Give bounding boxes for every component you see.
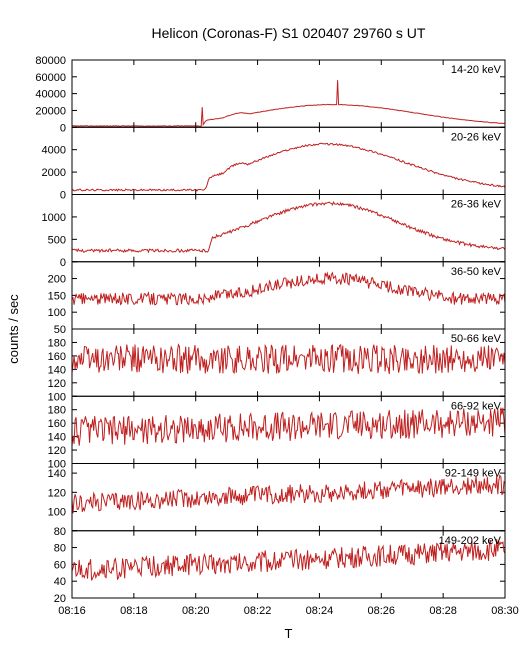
y-tick-label: 160 xyxy=(48,351,66,363)
y-tick-label: 120 xyxy=(48,445,66,457)
chart-title: Helicon (Coronas-F) S1 020407 29760 s UT xyxy=(152,25,426,41)
panel-label: 50-66 keV xyxy=(451,333,502,345)
y-tick-label: 0 xyxy=(60,190,66,202)
y-tick-label: 20 xyxy=(54,593,66,605)
x-tick-label: 08:30 xyxy=(491,605,519,617)
y-tick-label: 150 xyxy=(48,290,66,302)
y-tick-label: 140 xyxy=(48,468,66,480)
series-line xyxy=(72,345,505,375)
x-tick-label: 08:18 xyxy=(120,605,148,617)
multi-panel-chart: Helicon (Coronas-F) S1 020407 29760 s UT… xyxy=(0,0,530,650)
panel-label: 26-36 keV xyxy=(451,199,502,211)
y-axis-label: counts / sec xyxy=(6,294,21,364)
x-tick-label: 08:20 xyxy=(182,605,210,617)
y-tick-label: 60 xyxy=(54,559,66,571)
y-tick-label: 50 xyxy=(54,324,66,336)
y-tick-label: 60000 xyxy=(35,72,66,84)
y-tick-label: 140 xyxy=(48,364,66,376)
x-axis-label: T xyxy=(285,626,293,641)
series-line xyxy=(72,202,505,252)
panel-label: 14-20 keV xyxy=(451,64,502,76)
panel-frame xyxy=(72,127,505,194)
y-tick-label: 100 xyxy=(48,391,66,403)
y-tick-label: 200 xyxy=(48,274,66,286)
series-line xyxy=(72,475,505,513)
x-tick-label: 08:24 xyxy=(306,605,334,617)
series-line xyxy=(72,143,505,191)
panel-label: 36-50 keV xyxy=(451,266,502,278)
y-tick-label: 180 xyxy=(48,337,66,349)
y-tick-label: 120 xyxy=(48,487,66,499)
y-tick-label: 80 xyxy=(54,526,66,538)
series-line xyxy=(72,80,505,126)
chart-container: Helicon (Coronas-F) S1 020407 29760 s UT… xyxy=(0,0,530,650)
y-tick-label: 4000 xyxy=(42,145,66,157)
panel-frame xyxy=(72,464,505,531)
series-line xyxy=(72,408,505,446)
y-tick-label: 180 xyxy=(48,405,66,417)
x-tick-label: 08:22 xyxy=(244,605,272,617)
y-tick-label: 40 xyxy=(54,576,66,588)
x-tick-label: 08:26 xyxy=(368,605,396,617)
y-tick-label: 140 xyxy=(48,432,66,444)
y-tick-label: 100 xyxy=(48,507,66,519)
panel-label: 66-92 keV xyxy=(451,400,502,412)
y-tick-label: 0 xyxy=(60,122,66,134)
series-line xyxy=(72,273,505,305)
y-tick-label: 20000 xyxy=(35,105,66,117)
y-tick-label: 120 xyxy=(48,378,66,390)
y-tick-label: 40000 xyxy=(35,89,66,101)
panel-frame xyxy=(72,396,505,463)
y-tick-label: 0 xyxy=(60,257,66,269)
y-tick-label: 160 xyxy=(48,418,66,430)
y-tick-label: 100 xyxy=(48,307,66,319)
y-tick-label: 500 xyxy=(48,234,66,246)
panel-label: 149-202 keV xyxy=(439,535,502,547)
y-tick-label: 2000 xyxy=(42,167,66,179)
panel-label: 20-26 keV xyxy=(451,131,502,143)
panel-label: 92-149 keV xyxy=(445,468,502,480)
x-tick-label: 08:16 xyxy=(58,605,86,617)
x-tick-label: 08:28 xyxy=(429,605,457,617)
y-tick-label: 1000 xyxy=(42,212,66,224)
y-tick-label: 80000 xyxy=(35,55,66,67)
y-tick-label: 80 xyxy=(54,543,66,555)
